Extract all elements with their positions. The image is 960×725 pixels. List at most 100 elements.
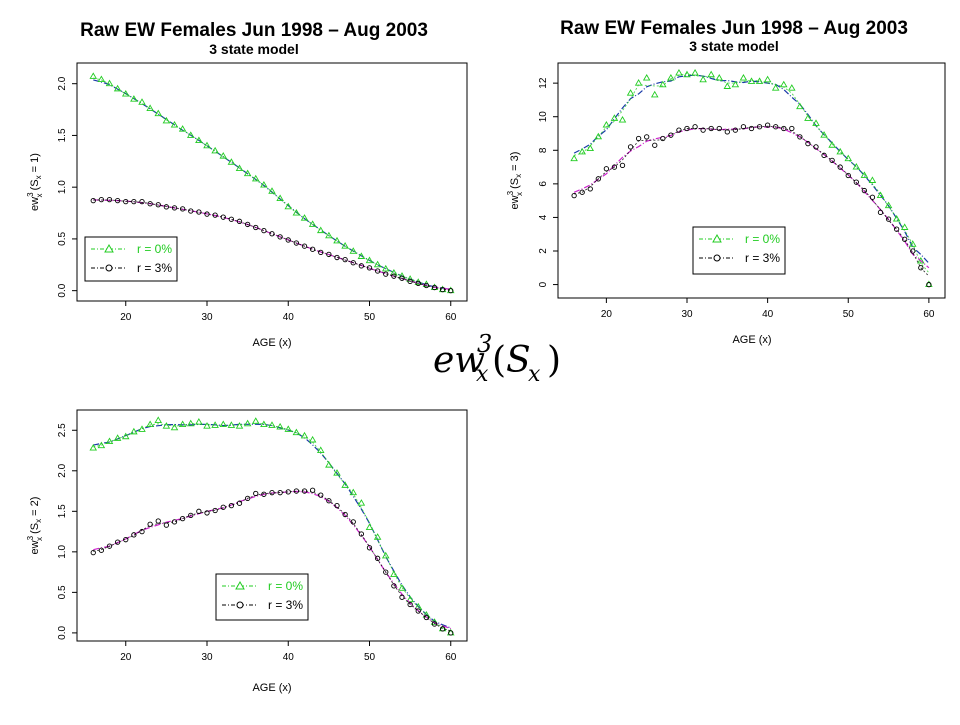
data-point-circle bbox=[228, 502, 235, 509]
data-point-triangle bbox=[341, 242, 349, 249]
formula-var: S bbox=[506, 340, 531, 381]
y-label-base: ew bbox=[29, 540, 41, 554]
data-point-triangle bbox=[186, 131, 195, 138]
formula-base: ew bbox=[433, 340, 485, 381]
data-point-triangle bbox=[97, 75, 106, 83]
data-point-circle bbox=[147, 201, 153, 207]
data-point-triangle bbox=[381, 551, 390, 559]
data-point-triangle bbox=[138, 98, 146, 105]
y-tick-label: 2.0 bbox=[57, 76, 68, 90]
data-point-circle bbox=[293, 240, 300, 246]
legend-box bbox=[215, 573, 309, 621]
data-point-circle bbox=[619, 162, 626, 169]
data-point-triangle bbox=[89, 443, 98, 451]
chart-title: Raw EW Females Jun 1998 – Aug 2003 bbox=[560, 18, 908, 39]
y-tick-label: 12 bbox=[538, 77, 549, 89]
data-point-triangle bbox=[268, 187, 276, 194]
data-point-circle bbox=[293, 488, 300, 494]
data-point-circle bbox=[261, 491, 267, 497]
svg-text:ew: ew bbox=[433, 340, 485, 381]
formula-paren-open: ( bbox=[492, 340, 506, 381]
data-point-circle bbox=[309, 246, 316, 252]
data-point-circle bbox=[740, 124, 747, 130]
data-point-triangle bbox=[763, 75, 772, 83]
data-point-triangle bbox=[650, 90, 659, 98]
legend-label: r = 3% bbox=[137, 261, 172, 275]
y-tick-label: 0.0 bbox=[57, 283, 68, 297]
data-point-circle bbox=[334, 502, 340, 509]
x-tick-label: 50 bbox=[364, 312, 376, 323]
data-point-circle bbox=[383, 569, 389, 575]
data-point-triangle bbox=[268, 421, 276, 428]
data-point-circle bbox=[285, 237, 291, 243]
data-point-triangle bbox=[390, 570, 398, 577]
data-point-triangle bbox=[211, 421, 219, 428]
data-point-triangle bbox=[844, 154, 853, 162]
data-point-triangle bbox=[868, 176, 877, 183]
data-point-triangle bbox=[195, 418, 203, 425]
data-point-circle bbox=[285, 489, 291, 495]
data-point-circle bbox=[188, 208, 194, 214]
data-point-triangle bbox=[292, 208, 301, 216]
data-point-circle bbox=[853, 179, 859, 185]
y-tick-label: 8 bbox=[538, 147, 549, 153]
data-point-triangle bbox=[876, 191, 885, 199]
data-point-circle bbox=[829, 157, 835, 164]
y-label-sup: 3 bbox=[26, 192, 35, 197]
data-point-triangle bbox=[917, 256, 925, 264]
data-point-triangle bbox=[113, 434, 122, 441]
y-tick-label: 0.5 bbox=[57, 232, 68, 246]
data-point-triangle bbox=[276, 194, 284, 202]
data-point-triangle bbox=[852, 162, 861, 170]
data-point-circle bbox=[204, 211, 210, 217]
formula: ew 3 x ( S x ) bbox=[433, 330, 561, 387]
legend-label: r = 3% bbox=[745, 251, 780, 265]
data-point-circle bbox=[342, 511, 348, 518]
data-point-triangle bbox=[308, 220, 317, 227]
data-point-circle bbox=[244, 221, 251, 228]
data-point-circle bbox=[358, 531, 365, 537]
data-point-triangle bbox=[333, 469, 341, 476]
data-point-circle bbox=[407, 278, 413, 284]
data-point-triangle bbox=[365, 256, 374, 264]
data-point-circle bbox=[448, 630, 454, 636]
x-axis-label: AGE (x) bbox=[252, 337, 291, 349]
data-point-circle bbox=[139, 199, 145, 205]
y-tick-label: 6 bbox=[538, 181, 549, 187]
x-tick-label: 40 bbox=[283, 312, 295, 323]
chart-title: Raw EW Females Jun 1998 – Aug 2003 bbox=[80, 20, 428, 41]
data-point-circle bbox=[123, 199, 129, 205]
data-point-triangle bbox=[146, 104, 154, 111]
data-point-triangle bbox=[186, 419, 195, 427]
data-point-circle bbox=[147, 521, 153, 527]
data-point-triangle bbox=[699, 75, 707, 83]
data-point-triangle bbox=[691, 68, 699, 76]
data-point-circle bbox=[789, 125, 795, 132]
legend-label: r = 0% bbox=[268, 579, 303, 593]
data-point-circle bbox=[603, 166, 610, 172]
raw-curve bbox=[93, 490, 451, 632]
data-point-circle bbox=[587, 186, 593, 192]
data-point-triangle bbox=[219, 420, 228, 428]
data-point-triangle bbox=[796, 102, 804, 110]
data-point-circle bbox=[326, 498, 332, 504]
chart-subtitle: 3 state model bbox=[689, 38, 778, 54]
data-point-triangle bbox=[203, 422, 211, 429]
data-point-circle bbox=[869, 194, 876, 200]
data-point-circle bbox=[861, 187, 868, 194]
data-point-circle bbox=[318, 492, 324, 498]
data-point-circle bbox=[813, 144, 819, 150]
data-point-triangle bbox=[235, 164, 244, 171]
chart-subtitle: 3 state model bbox=[209, 41, 298, 57]
y-label-sub: x bbox=[35, 537, 44, 541]
data-point-circle bbox=[342, 256, 348, 263]
x-tick-label: 50 bbox=[364, 652, 376, 663]
data-point-triangle bbox=[113, 84, 122, 92]
data-point-triangle bbox=[105, 79, 114, 87]
data-point-triangle bbox=[284, 425, 293, 432]
data-point-triangle bbox=[804, 114, 812, 121]
data-point-triangle bbox=[398, 584, 406, 591]
